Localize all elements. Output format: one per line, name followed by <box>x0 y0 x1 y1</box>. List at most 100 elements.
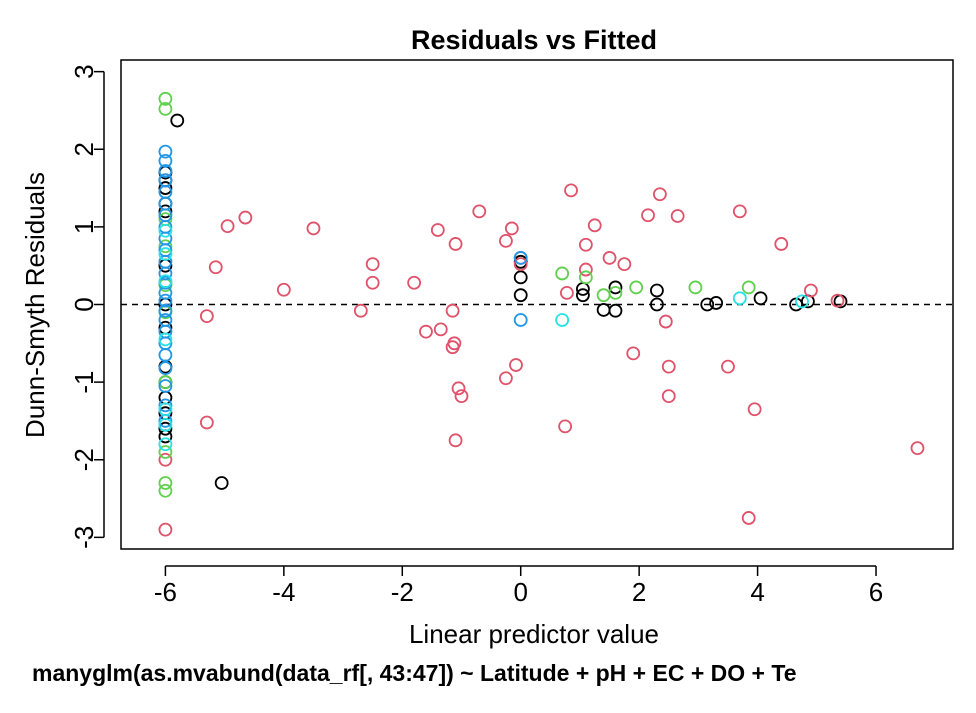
y-axis: -3 -2 -1 0 1 2 3 <box>69 64 105 549</box>
data-point-red <box>741 511 756 525</box>
y-tick-label: 3 <box>69 64 99 78</box>
data-point-red <box>365 257 380 272</box>
data-point-green <box>158 445 173 459</box>
data-point-red <box>445 303 460 318</box>
data-point-cyan <box>158 223 173 238</box>
data-point-blue <box>158 164 173 178</box>
data-point-red <box>509 358 523 372</box>
data-point-red <box>732 204 747 219</box>
data-point-red <box>830 293 845 308</box>
data-point-cyan <box>158 402 173 417</box>
data-point-blue <box>158 303 173 318</box>
chart-title: Residuals vs Fitted <box>411 25 657 55</box>
data-point-green <box>578 270 593 285</box>
chart-subtitle: manyglm(as.mvabund(data_rf[, 43:47]) ~ L… <box>32 660 797 686</box>
data-point-red <box>626 346 641 361</box>
data-point-black <box>650 283 664 298</box>
data-point-red <box>454 389 469 403</box>
data-point-black <box>158 204 173 219</box>
data-point-red <box>430 223 445 237</box>
data-point-red <box>365 275 380 290</box>
data-point-green <box>158 102 173 116</box>
data-point-red <box>238 210 253 225</box>
data-point-red <box>353 303 368 318</box>
y-axis-label: Dunn-Smyth Residuals <box>20 172 50 438</box>
data-point-green <box>158 239 173 254</box>
data-point-red <box>472 204 487 219</box>
data-point-blue <box>513 251 528 265</box>
data-point-blue <box>158 293 173 308</box>
data-point-black <box>158 421 173 436</box>
data-point-red <box>910 441 925 455</box>
data-point-black <box>513 288 528 303</box>
y-tick-label: -2 <box>69 448 99 471</box>
data-point-cyan <box>158 247 173 261</box>
data-point-red <box>499 371 513 386</box>
data-point-blue <box>158 398 173 413</box>
data-point-red <box>602 251 617 265</box>
data-point-cyan <box>158 437 173 452</box>
data-point-cyan <box>158 274 173 289</box>
y-tick-label: 2 <box>69 142 99 156</box>
data-point-blue <box>513 313 528 327</box>
data-point-black <box>608 280 623 295</box>
data-point-red <box>220 219 235 234</box>
data-point-blue <box>158 144 173 159</box>
data-point-red <box>661 359 676 374</box>
data-point-red <box>513 257 528 272</box>
data-point-red <box>448 433 463 448</box>
data-point-red <box>661 389 676 403</box>
data-point-blue <box>158 361 173 376</box>
x-tick-label: 0 <box>513 577 527 607</box>
data-point-red <box>158 452 173 467</box>
data-point-black <box>700 297 715 312</box>
data-point-cyan <box>732 291 747 306</box>
data-point-blue <box>158 154 173 168</box>
data-point-blue <box>158 266 173 281</box>
data-point-red <box>276 282 291 297</box>
y-tick-label: 0 <box>69 297 99 311</box>
x-tick-label: -4 <box>272 577 295 607</box>
x-axis: -6 -4 -2 0 2 4 6 <box>154 565 883 607</box>
data-point-red <box>578 262 593 277</box>
data-point-green <box>629 280 644 295</box>
data-point-red <box>774 237 789 251</box>
data-point-cyan <box>158 417 173 432</box>
data-point-red <box>641 208 655 223</box>
data-point-cyan <box>158 332 173 347</box>
data-point-red <box>560 285 574 300</box>
data-point-red <box>747 402 762 417</box>
data-point-red <box>407 275 422 290</box>
data-point-red <box>670 209 685 223</box>
data-point-black <box>214 476 229 490</box>
data-point-black <box>513 270 528 285</box>
data-point-black <box>709 296 724 310</box>
y-tick-label: 1 <box>69 220 99 234</box>
data-point-red <box>447 336 462 351</box>
data-point-blue <box>158 379 173 393</box>
data-point-black <box>608 303 623 318</box>
data-point-black <box>158 181 173 195</box>
data-point-red <box>658 314 673 329</box>
data-point-red <box>504 221 519 236</box>
data-point-green <box>688 280 703 295</box>
data-point-black <box>575 288 590 303</box>
data-point-red <box>558 419 573 434</box>
data-point-black <box>650 297 664 312</box>
data-point-red <box>578 237 593 252</box>
data-points <box>158 91 925 537</box>
data-point-red <box>451 381 466 396</box>
data-point-green <box>741 280 756 295</box>
data-point-green <box>158 91 173 106</box>
x-tick-label: -2 <box>391 577 414 607</box>
data-point-green <box>158 476 173 490</box>
data-point-red <box>499 233 513 248</box>
x-tick-label: 4 <box>750 577 764 607</box>
data-point-black <box>753 291 768 306</box>
data-point-red <box>199 309 214 324</box>
data-point-green <box>158 483 173 498</box>
data-point-red <box>433 322 448 337</box>
